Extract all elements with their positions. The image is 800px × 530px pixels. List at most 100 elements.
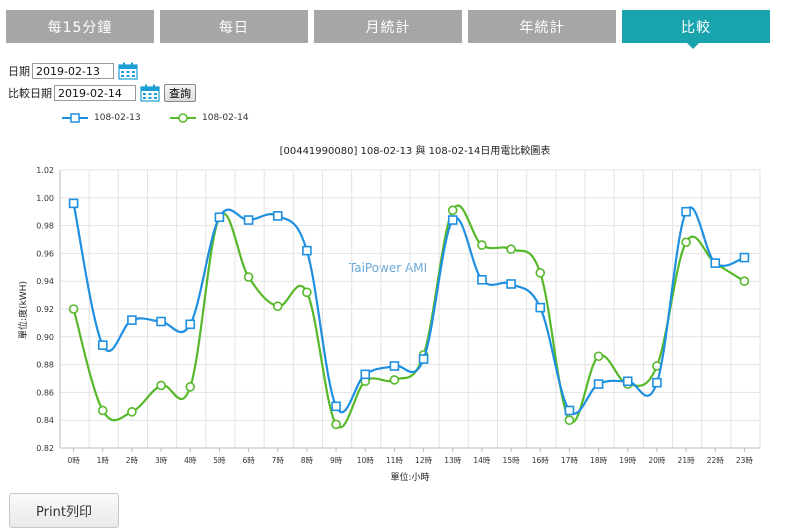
query-button[interactable]: 查詢 <box>164 84 196 102</box>
series2-point[interactable] <box>243 272 254 282</box>
series2-point[interactable] <box>272 301 283 312</box>
x-tick-label: 21時 <box>678 456 696 465</box>
compare-date-row: 比較日期 查詢 <box>8 84 196 102</box>
series1-point[interactable] <box>447 215 458 225</box>
series1-point[interactable] <box>272 211 283 221</box>
tab-monthly[interactable]: 月統計 <box>314 10 462 43</box>
chart-series <box>68 198 750 430</box>
series1-point[interactable] <box>331 401 341 412</box>
y-tick-label: 0.86 <box>36 388 54 397</box>
series1-point[interactable] <box>506 279 516 289</box>
y-tick-label: 1.02 <box>36 166 54 175</box>
y-tick-label: 0.92 <box>36 305 54 314</box>
series2-point[interactable] <box>302 287 312 298</box>
series2-point[interactable] <box>477 240 487 250</box>
series1-point[interactable] <box>243 215 254 225</box>
x-tick-label: 4時 <box>184 456 197 465</box>
series1-point[interactable] <box>418 354 429 364</box>
series1-point[interactable] <box>564 405 575 416</box>
tab-daily[interactable]: 每日 <box>160 10 308 43</box>
y-tick-label: 0.84 <box>36 416 54 425</box>
series2-point[interactable] <box>739 276 750 286</box>
series2-point[interactable] <box>68 304 79 314</box>
x-tick-label: 3時 <box>155 456 168 465</box>
y-tick-label: 1.00 <box>36 194 54 203</box>
print-button[interactable]: Print列印 <box>9 493 119 528</box>
x-tick-label: 20時 <box>648 456 666 465</box>
series2-point[interactable] <box>535 268 546 278</box>
legend-item-series1[interactable]: 108-02-13 <box>62 113 141 123</box>
y-tick-label: 0.94 <box>36 277 54 286</box>
series1-point[interactable] <box>535 302 546 313</box>
tab-compare[interactable]: 比較 <box>622 10 770 43</box>
series2-point[interactable] <box>593 351 604 362</box>
series1-point[interactable] <box>652 377 662 388</box>
series1-point[interactable] <box>593 379 604 389</box>
x-tick-label: 22時 <box>707 456 725 465</box>
chart-title: [00441990080] 108-02-13 與 108-02-14日用電比較… <box>280 144 551 157</box>
y-tick-label: 0.90 <box>36 333 54 342</box>
tab-15min[interactable]: 每15分鐘 <box>6 10 154 43</box>
series1-point[interactable] <box>68 198 79 209</box>
x-tick-label: 15時 <box>503 456 521 465</box>
series1-point[interactable] <box>477 275 487 285</box>
series1-point[interactable] <box>710 258 721 268</box>
x-tick-label: 7時 <box>272 456 285 465</box>
x-tick-label: 9時 <box>330 456 343 465</box>
x-tick-label: 23時 <box>736 456 754 465</box>
series1-point[interactable] <box>185 319 196 330</box>
chart-watermark: TaiPower AMI <box>348 261 427 275</box>
series2-point[interactable] <box>681 237 691 248</box>
compare-date-label: 比較日期 <box>8 87 52 100</box>
series2-point[interactable] <box>185 382 196 392</box>
y-tick-label: 0.96 <box>36 249 54 258</box>
y-axis-title: 單位:度(kWH) <box>17 281 29 339</box>
date-row: 日期 <box>8 62 138 80</box>
series2-point[interactable] <box>331 419 341 430</box>
active-tab-indicator <box>687 43 699 49</box>
x-tick-label: 17時 <box>561 456 579 465</box>
x-tick-label: 18時 <box>590 456 608 465</box>
series2-point[interactable] <box>156 380 166 391</box>
legend-marker-circle-icon <box>170 113 196 123</box>
y-tick-labels: 0.82 0.84 0.86 0.88 0.90 0.92 0.94 0.96 0.98 1.00… <box>36 166 54 453</box>
x-tick-label: 16時 <box>532 456 550 465</box>
series2-point[interactable] <box>127 407 137 417</box>
x-tick-label: 6時 <box>242 456 255 465</box>
x-axis-title: 單位:小時 <box>390 471 429 483</box>
x-tick-label: 2時 <box>126 456 139 465</box>
series1-point[interactable] <box>127 315 137 325</box>
series2-point[interactable] <box>389 375 400 385</box>
calendar-icon[interactable] <box>118 62 138 80</box>
calendar-icon[interactable] <box>140 84 160 102</box>
series1-point[interactable] <box>389 361 400 371</box>
y-tick-label: 0.98 <box>36 222 54 231</box>
date-input[interactable] <box>32 63 114 79</box>
chart-grid <box>59 169 761 449</box>
series2-point[interactable] <box>447 205 458 216</box>
tab-yearly[interactable]: 年統計 <box>468 10 616 43</box>
compare-date-input[interactable] <box>54 85 136 101</box>
series1-point[interactable] <box>302 245 312 256</box>
legend-marker-square-icon <box>62 113 88 123</box>
series1-point[interactable] <box>214 212 225 223</box>
x-tick-label: 11時 <box>386 456 404 465</box>
x-tick-label: 12時 <box>415 456 433 465</box>
series1-point[interactable] <box>681 206 691 217</box>
series1-point[interactable] <box>739 252 750 263</box>
series2-point[interactable] <box>97 405 108 416</box>
date-label: 日期 <box>8 65 30 78</box>
x-tick-label: 8時 <box>301 456 314 465</box>
x-tick-labels: 0時 1時 2時 3時 4時 5時 6時 7時 8時 9時 10時 11時 12時 13時 14時 15時 16… <box>67 448 753 465</box>
y-tick-label: 0.88 <box>36 361 54 370</box>
series1-point[interactable] <box>360 369 371 380</box>
series2-point[interactable] <box>564 415 575 426</box>
x-tick-label: 0時 <box>67 456 80 465</box>
series1-point[interactable] <box>156 316 166 327</box>
series1-point[interactable] <box>622 376 633 387</box>
series1-point[interactable] <box>97 340 108 350</box>
series2-point[interactable] <box>506 244 516 255</box>
legend-item-series2[interactable]: 108-02-14 <box>170 113 249 123</box>
x-tick-label: 19時 <box>619 456 637 465</box>
x-tick-label: 10時 <box>357 456 375 465</box>
